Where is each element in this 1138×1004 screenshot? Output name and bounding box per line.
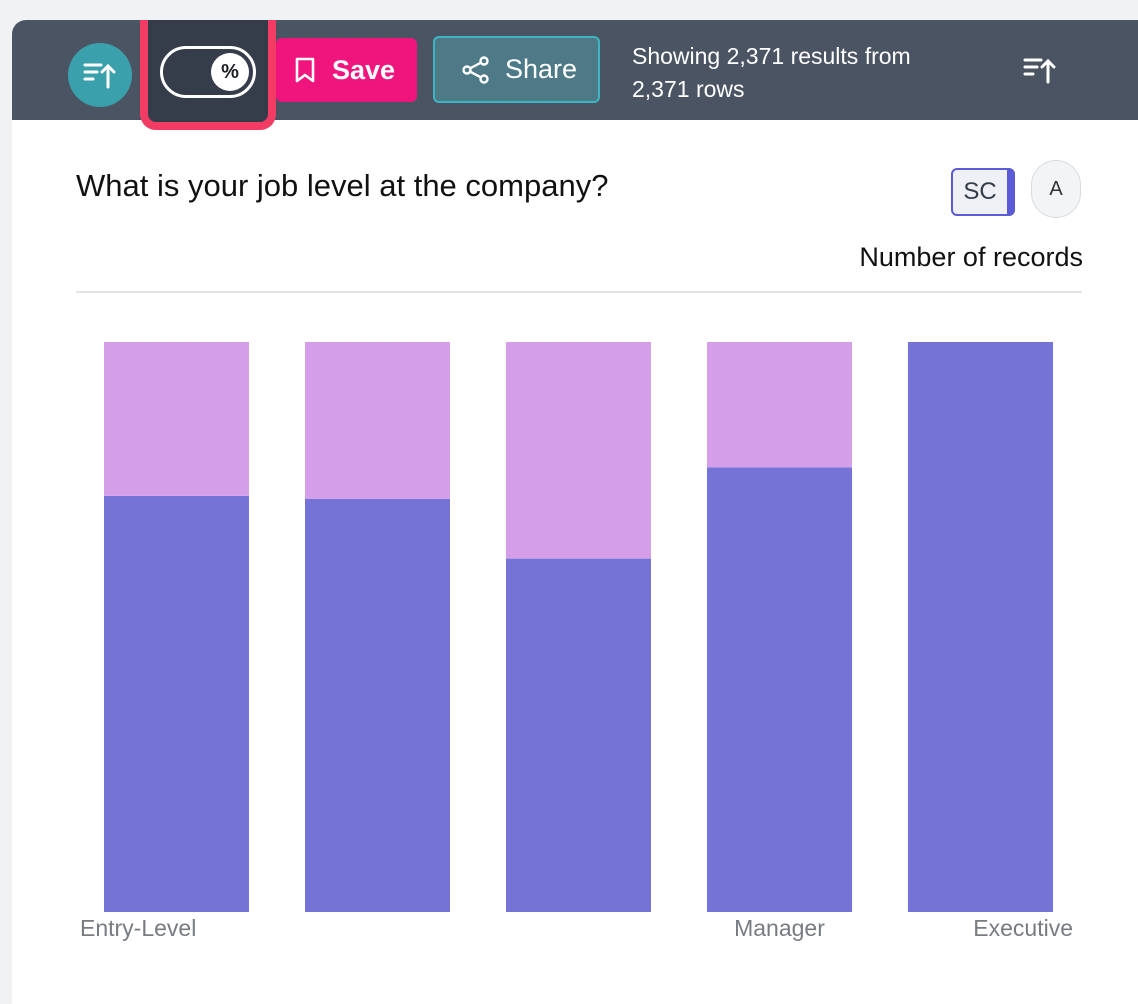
- stacked-bar-chart: Entry-Level Manager Executive: [80, 342, 1073, 941]
- toolbar: % Save Share Showing 2,371 results from: [12, 20, 1138, 130]
- bar-segment-2-series-1[interactable]: [305, 498, 450, 912]
- header-divider: [76, 291, 1082, 293]
- x-tick-label: Executive: [973, 915, 1073, 941]
- share-label: Share: [505, 54, 578, 84]
- results-summary: Showing 2,371 results from 2,371 rows: [632, 40, 972, 106]
- sc-toggle-button[interactable]: SC: [951, 168, 1015, 216]
- a-toggle-button[interactable]: A: [1031, 160, 1081, 218]
- bar-segment-3-series-2[interactable]: [506, 342, 651, 559]
- bar-segment-4-series-1[interactable]: [707, 467, 852, 912]
- sort-button[interactable]: [68, 43, 132, 107]
- sort-ascending-icon: [83, 63, 116, 89]
- chart-card: % Save Share Showing 2,371 results from: [12, 20, 1138, 1004]
- bar-segment-1-series-1[interactable]: [104, 495, 249, 912]
- bar-segment-1-series-2[interactable]: [104, 342, 249, 496]
- percent-toggle-knob: %: [211, 53, 249, 91]
- bookmark-icon: [295, 57, 315, 83]
- results-line-2: 2,371 rows: [632, 76, 745, 102]
- x-tick-label: Manager: [734, 915, 825, 941]
- sort-ascending-icon: [1023, 58, 1056, 84]
- bar-segment-2-series-2[interactable]: [305, 342, 450, 499]
- bar-segment-5-series-1[interactable]: [908, 342, 1053, 912]
- measure-label: Number of records: [859, 242, 1083, 272]
- percent-toggle[interactable]: %: [160, 46, 256, 98]
- bar-segment-4-series-2[interactable]: [707, 342, 852, 468]
- x-tick-label: Entry-Level: [80, 915, 196, 941]
- share-icon: [462, 55, 489, 84]
- save-label: Save: [332, 54, 396, 85]
- results-line-1: Showing 2,371 results from: [632, 43, 911, 69]
- share-button[interactable]: Share: [433, 36, 600, 103]
- bar-segment-3-series-1[interactable]: [506, 558, 651, 912]
- save-button[interactable]: Save: [276, 38, 417, 102]
- question-title: What is your job level at the company?: [76, 168, 609, 203]
- sort-menu-button[interactable]: [1018, 50, 1062, 90]
